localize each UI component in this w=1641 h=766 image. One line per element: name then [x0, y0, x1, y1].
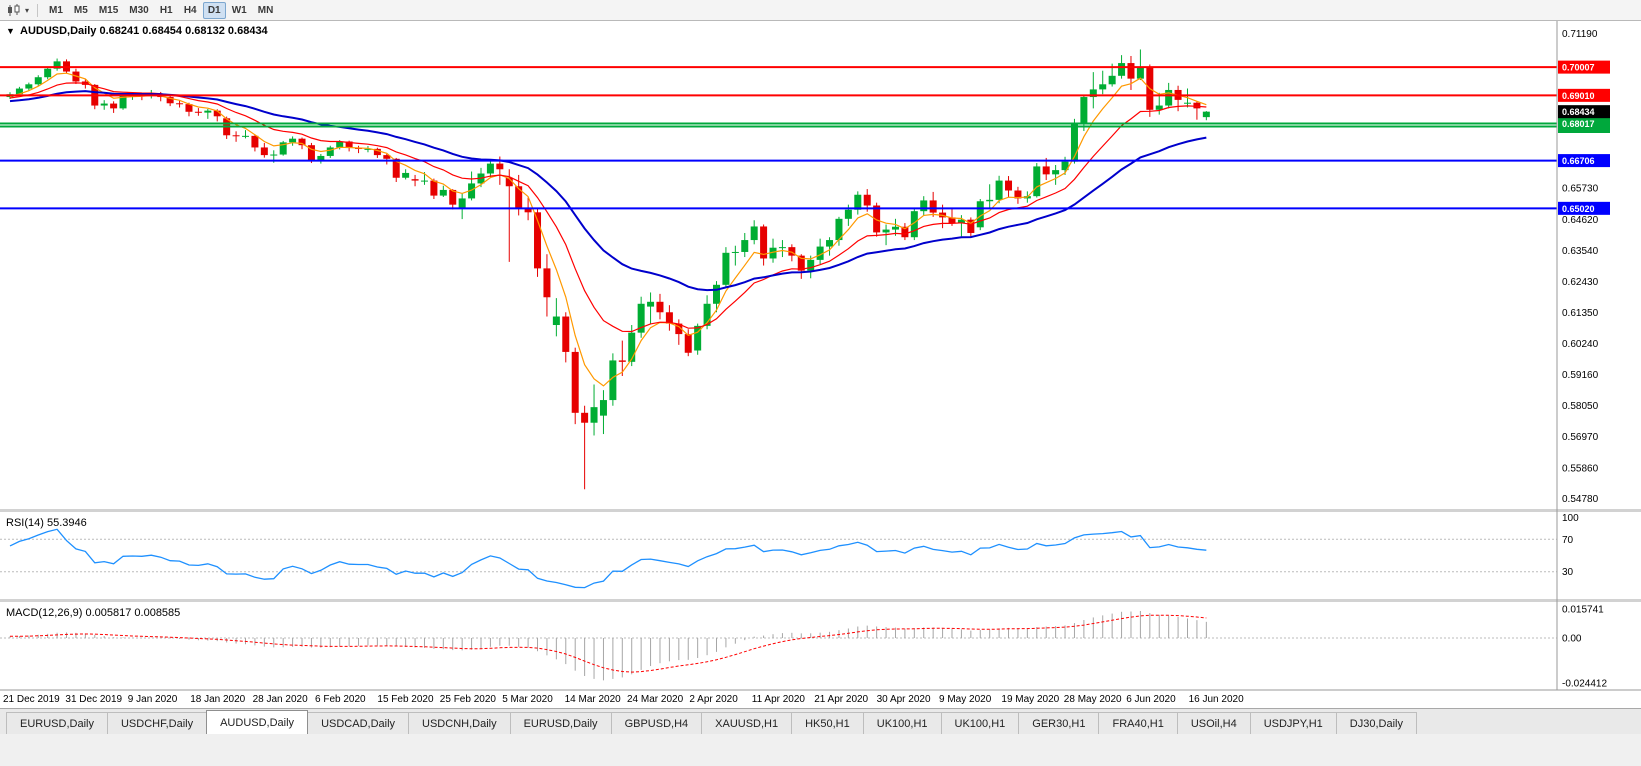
tab-usoil-h4[interactable]: USOil,H4 — [1176, 712, 1251, 734]
svg-text:25 Feb 2020: 25 Feb 2020 — [440, 694, 497, 705]
svg-text:0.54780: 0.54780 — [1562, 494, 1599, 505]
rsi-pane-group: 100 70 30 — [0, 513, 1579, 589]
price-axis-group[interactable]: 0.71190 0.65730 0.64620 0.63540 0.62430 0.613… — [1558, 29, 1610, 505]
timeframe-button-d1[interactable]: D1 — [202, 1, 226, 19]
svg-text:30: 30 — [1562, 567, 1574, 578]
svg-text:0.68434: 0.68434 — [1562, 107, 1595, 117]
chart-title: AUDUSD,Daily 0.68241 0.68454 0.68132 0.6… — [20, 25, 269, 37]
rsi-indicator-label: RSI(14) 55.3946 — [6, 517, 87, 529]
tab-usdchf-daily[interactable]: USDCHF,Daily — [106, 712, 208, 734]
chart-type-icon[interactable] — [4, 2, 24, 18]
price-chart-canvas[interactable]: 100 70 30 0.015741 0.00 -0.024412 21 Dec 201… — [0, 21, 1641, 708]
svg-text:0.68017: 0.68017 — [1562, 119, 1595, 129]
svg-text:15 Feb 2020: 15 Feb 2020 — [377, 694, 434, 705]
svg-text:19 May 2020: 19 May 2020 — [1001, 694, 1059, 705]
pane-splitter[interactable] — [0, 599, 1641, 602]
tab-eurusd-daily[interactable]: EURUSD,Daily — [6, 712, 108, 734]
svg-text:6 Feb 2020: 6 Feb 2020 — [315, 694, 366, 705]
timeframe-button-m15[interactable]: M15 — [98, 4, 119, 16]
timeframe-button-h4[interactable]: H4 — [183, 4, 197, 16]
chart-chrome — [0, 21, 1641, 691]
tab-ger30-h1[interactable]: GER30,H1 — [1018, 712, 1100, 734]
ma-group — [9, 72, 1207, 387]
svg-text:0.65730: 0.65730 — [1562, 184, 1599, 195]
chart-type-dropdown-caret-icon[interactable]: ▾ — [25, 5, 30, 15]
svg-text:0.70007: 0.70007 — [1562, 63, 1595, 73]
svg-text:0.015741: 0.015741 — [1562, 604, 1604, 615]
window-bottom-strip — [0, 734, 1641, 766]
chart-tabs: EURUSD,Daily USDCHF,Daily AUDUSD,Daily USDC… — [0, 708, 1641, 734]
candles-group — [6, 49, 1210, 490]
toolbar-separator — [37, 3, 39, 17]
svg-text:0.61350: 0.61350 — [1562, 308, 1599, 319]
svg-text:0.56970: 0.56970 — [1562, 432, 1599, 443]
svg-text:31 Dec 2019: 31 Dec 2019 — [65, 694, 122, 705]
chart-background — [0, 21, 1641, 708]
tab-uk100-h1[interactable]: UK100,H1 — [940, 712, 1020, 734]
one-click-trading-icon[interactable]: ▼ — [6, 26, 15, 36]
tab-hk50-h1[interactable]: HK50,H1 — [791, 712, 864, 734]
timeframe-button-mn[interactable]: MN — [257, 4, 274, 16]
svg-text:30 Apr 2020: 30 Apr 2020 — [877, 694, 931, 705]
svg-text:0.64620: 0.64620 — [1562, 215, 1599, 226]
svg-text:70: 70 — [1562, 535, 1574, 546]
svg-text:18 Jan 2020: 18 Jan 2020 — [190, 694, 245, 705]
svg-text:21 Apr 2020: 21 Apr 2020 — [814, 694, 868, 705]
tab-uk100-h1[interactable]: UK100,H1 — [862, 712, 942, 734]
tab-usdcnh-daily[interactable]: USDCNH,Daily — [408, 712, 511, 734]
macd-indicator-label: MACD(12,26,9) 0.005817 0.008585 — [6, 607, 180, 619]
tab-dj30-daily[interactable]: DJ30,Daily — [1335, 712, 1417, 734]
svg-text:5 Mar 2020: 5 Mar 2020 — [502, 694, 553, 705]
svg-text:6 Jun 2020: 6 Jun 2020 — [1126, 694, 1176, 705]
tab-fra40-h1[interactable]: FRA40,H1 — [1098, 712, 1178, 734]
hlines-group[interactable] — [0, 66, 1557, 210]
timeframe-buttons: M1 M5 M15 M30 H1 H4 D1 W1 MN — [44, 1, 278, 19]
tab-usdcad-daily[interactable]: USDCAD,Daily — [307, 712, 410, 734]
timeframe-button-m1[interactable]: M1 — [49, 4, 63, 16]
tab-usdjpy-h1[interactable]: USDJPY,H1 — [1249, 712, 1337, 734]
svg-text:0.65020: 0.65020 — [1562, 204, 1595, 214]
toolbar: ▾ M1 M5 M15 M30 H1 H4 D1 W1 MN — [0, 0, 1641, 21]
timeframe-button-m30[interactable]: M30 — [129, 4, 149, 16]
timeframe-button-h1[interactable]: H1 — [159, 4, 173, 16]
svg-text:0.62430: 0.62430 — [1562, 277, 1599, 288]
svg-text:0.00: 0.00 — [1562, 634, 1582, 645]
tab-xauusd-h1[interactable]: XAUUSD,H1 — [701, 712, 793, 734]
candlestick-glyph — [8, 3, 20, 16]
timeframe-button-w1[interactable]: W1 — [231, 4, 247, 16]
svg-text:28 Jan 2020: 28 Jan 2020 — [253, 694, 308, 705]
pane-splitter[interactable] — [0, 509, 1641, 512]
svg-text:0.66706: 0.66706 — [1562, 156, 1595, 166]
date-axis-group[interactable]: 21 Dec 2019 31 Dec 2019 9 Jan 2020 18 Jan 2… — [3, 694, 1244, 705]
tab-gbpusd-h4[interactable]: GBPUSD,H4 — [610, 712, 703, 734]
svg-text:0.69010: 0.69010 — [1562, 91, 1595, 101]
svg-text:21 Dec 2019: 21 Dec 2019 — [3, 694, 60, 705]
svg-text:-0.024412: -0.024412 — [1562, 679, 1607, 690]
svg-text:14 Mar 2020: 14 Mar 2020 — [565, 694, 622, 705]
svg-text:28 May 2020: 28 May 2020 — [1064, 694, 1122, 705]
tab-audusd-daily[interactable]: AUDUSD,Daily — [206, 710, 309, 734]
svg-text:9 Jan 2020: 9 Jan 2020 — [128, 694, 178, 705]
svg-text:2 Apr 2020: 2 Apr 2020 — [689, 694, 738, 705]
svg-text:0.59160: 0.59160 — [1562, 370, 1599, 381]
svg-text:24 Mar 2020: 24 Mar 2020 — [627, 694, 684, 705]
svg-text:0.60240: 0.60240 — [1562, 339, 1599, 350]
svg-text:0.71190: 0.71190 — [1562, 29, 1598, 40]
svg-text:9 May 2020: 9 May 2020 — [939, 694, 992, 705]
timeframe-button-m5[interactable]: M5 — [73, 4, 88, 16]
svg-text:11 Apr 2020: 11 Apr 2020 — [752, 694, 806, 705]
svg-text:0.55860: 0.55860 — [1562, 463, 1599, 474]
svg-text:0.58050: 0.58050 — [1562, 401, 1599, 412]
tab-eurusd-daily[interactable]: EURUSD,Daily — [509, 712, 612, 734]
chart-area: 100 70 30 0.015741 0.00 -0.024412 21 Dec 201… — [0, 21, 1641, 708]
svg-text:16 Jun 2020: 16 Jun 2020 — [1189, 694, 1244, 705]
macd-pane-group: 0.015741 0.00 -0.024412 — [0, 604, 1607, 690]
svg-text:100: 100 — [1562, 513, 1579, 524]
svg-text:0.63540: 0.63540 — [1562, 246, 1599, 257]
